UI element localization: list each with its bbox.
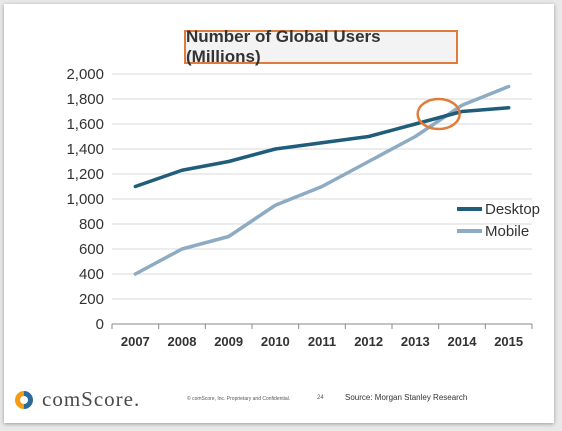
- logo-text: comScore.: [42, 387, 141, 411]
- y-tick-label: 400: [79, 266, 104, 283]
- comscore-logo: comScore.: [14, 387, 140, 412]
- legend-label-desktop: Desktop: [485, 201, 540, 218]
- x-tick-label: 2014: [448, 334, 478, 349]
- y-tick-label: 600: [79, 241, 104, 258]
- page-number: 24: [317, 395, 324, 401]
- x-tick-label: 2007: [121, 334, 150, 349]
- y-tick-label: 2,000: [66, 66, 104, 83]
- y-tick-label: 1,000: [66, 191, 104, 208]
- slide: 0 200 400 600 800 1,000 1,200 1,400 1,600 1,800 2,…: [4, 4, 554, 423]
- y-tick-label: 0: [96, 316, 104, 333]
- comscore-logo-icon: [14, 390, 34, 410]
- source-text: Source: Morgan Stanley Research: [345, 393, 468, 402]
- series-line-desktop: [133, 106, 511, 189]
- line-chart: 0 200 400 600 800 1,000 1,200 1,400 1,600 1,800 2,…: [66, 66, 540, 349]
- y-tick-label: 1,400: [66, 141, 104, 158]
- footer: comScore. © comScore, Inc. Proprietary a…: [12, 385, 546, 415]
- y-tick-label: 200: [79, 291, 104, 308]
- x-tick-label: 2013: [401, 334, 430, 349]
- x-tick-label: 2011: [308, 334, 336, 349]
- y-tick-label: 1,800: [66, 91, 104, 108]
- y-tick-label: 1,200: [66, 166, 104, 183]
- x-tick-label: 2012: [354, 334, 383, 349]
- x-tick-label: 2015: [494, 334, 523, 349]
- y-tick-label: 1,600: [66, 116, 104, 133]
- x-tick-label: 2009: [214, 334, 243, 349]
- x-tick-label: 2010: [261, 334, 290, 349]
- copyright-text: © comScore, Inc. Proprietary and Confide…: [187, 396, 291, 402]
- highlight-circle: [416, 97, 461, 131]
- x-tick-label: 2008: [168, 334, 197, 349]
- chart-title: Number of Global Users (Millions): [184, 27, 458, 66]
- legend-label-mobile: Mobile: [485, 223, 529, 240]
- y-tick-label: 800: [79, 216, 104, 233]
